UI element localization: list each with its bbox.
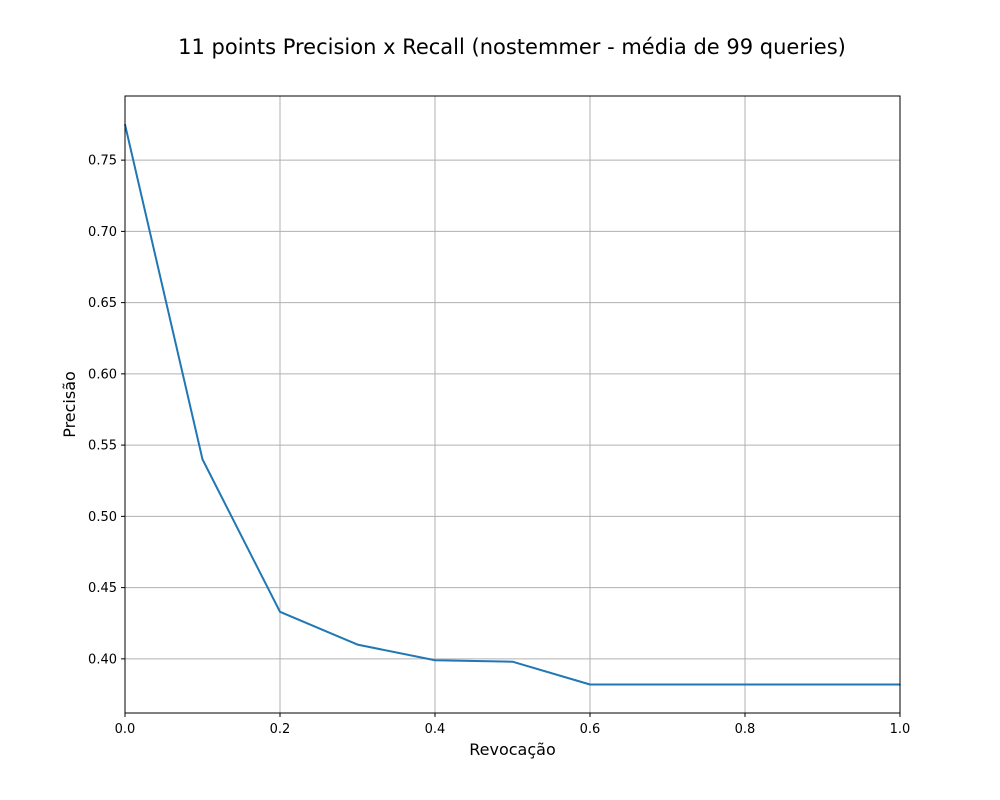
series-layer: [124, 123, 901, 686]
y-tick-label: 0.60: [88, 367, 117, 382]
data-point: [821, 683, 824, 686]
x-tick-label: 0.8: [735, 722, 756, 737]
y-tick-label: 0.45: [88, 581, 117, 596]
y-tick-label: 0.75: [88, 154, 117, 169]
y-tick-label: 0.40: [88, 652, 117, 667]
data-point: [279, 611, 281, 613]
data-point: [356, 643, 359, 646]
data-point: [589, 683, 591, 686]
ticks: 0.0 0.2 0.4 0.6 0.8 1.0 0.40 0.45 0.50 0.55 0.60 0.…: [88, 154, 910, 737]
data-point: [434, 659, 436, 662]
chart-title: 11 points Precision x Recall (nostemmer …: [178, 35, 846, 59]
data-point: [201, 458, 204, 461]
x-tick-label: 1.0: [890, 722, 911, 737]
x-tick-label: 0.2: [270, 722, 291, 737]
y-tick-label: 0.55: [88, 439, 117, 454]
x-tick-label: 0.0: [115, 722, 136, 737]
plot-frame: [124, 95, 901, 714]
y-tick-label: 0.70: [88, 225, 117, 240]
y-axis-label: Precisão: [60, 371, 79, 438]
grid: [124, 96, 901, 713]
x-tick-label: 0.6: [580, 722, 601, 737]
y-tick-label: 0.50: [88, 510, 117, 525]
y-tick-label: 0.65: [88, 296, 117, 311]
data-point: [511, 660, 514, 663]
series-line-0: [124, 124, 900, 686]
x-tick-label: 0.4: [425, 722, 446, 737]
data-point: [744, 683, 746, 686]
x-axis-label: Revocação: [469, 740, 556, 759]
data-point: [666, 683, 669, 686]
